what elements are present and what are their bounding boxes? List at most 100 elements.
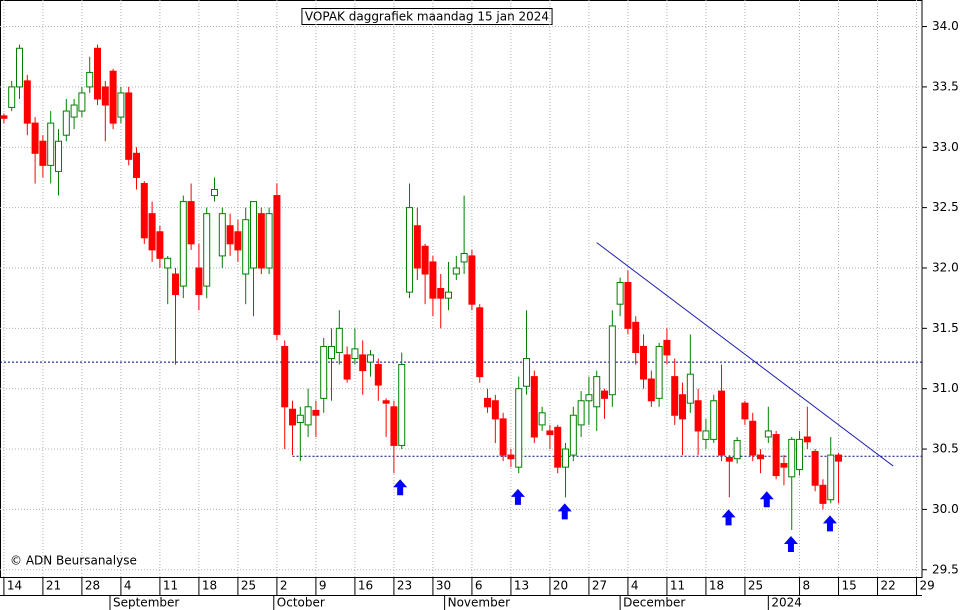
candle-body xyxy=(16,47,24,88)
candle-body xyxy=(320,345,328,399)
candle-body xyxy=(55,140,63,172)
candle-body xyxy=(538,412,546,426)
candle-body xyxy=(234,231,242,251)
candle-body xyxy=(827,454,835,501)
month-label: 2024 xyxy=(771,596,802,610)
y-tick-label: 30.0 xyxy=(932,502,959,516)
candle-body xyxy=(70,104,78,118)
signal-arrow xyxy=(393,479,408,496)
x-tick-label: 28 xyxy=(85,579,100,593)
candle-body xyxy=(0,115,8,119)
signal-arrow xyxy=(721,509,736,526)
candle-body xyxy=(390,406,398,446)
candle-body xyxy=(460,252,468,263)
candle-body xyxy=(640,345,648,380)
x-tick-label: 18 xyxy=(709,579,724,593)
candle-body xyxy=(546,430,554,436)
candle-body xyxy=(733,440,741,460)
candle-body xyxy=(632,321,640,353)
x-tick-label: 4 xyxy=(631,579,639,593)
candle-body xyxy=(367,354,375,363)
candle-body xyxy=(31,122,39,154)
y-tick-label: 33.0 xyxy=(932,140,959,154)
candle-body xyxy=(741,402,749,420)
y-tick-label: 30.5 xyxy=(932,442,959,456)
candle-body xyxy=(242,219,250,275)
candle-body xyxy=(265,213,273,269)
candle-body xyxy=(788,438,796,478)
candle-body xyxy=(304,406,312,426)
month-label: November xyxy=(448,596,510,610)
x-tick-label: 30 xyxy=(436,579,451,593)
candle-body xyxy=(601,390,609,399)
candle-body xyxy=(62,110,70,136)
signal-arrow xyxy=(510,488,525,505)
candle-body xyxy=(406,207,414,293)
y-tick-label: 31.0 xyxy=(932,381,959,395)
candle-body xyxy=(23,80,31,124)
candle-body xyxy=(187,201,195,245)
candle-body xyxy=(39,140,47,166)
candle-body xyxy=(772,434,780,477)
candle-body xyxy=(554,426,562,468)
candle-body xyxy=(437,288,445,299)
candle-body xyxy=(421,245,429,275)
candle-body xyxy=(343,354,351,380)
x-tick-label: 13 xyxy=(514,579,529,593)
x-tick-label: 21 xyxy=(46,579,61,593)
candle-body xyxy=(195,267,203,296)
candle-body xyxy=(398,364,406,446)
candle-body xyxy=(78,92,86,112)
candle-body xyxy=(94,47,102,100)
candle-body xyxy=(257,213,265,269)
candle-body xyxy=(374,364,382,386)
candle-body xyxy=(796,438,804,471)
candle-body xyxy=(679,394,687,420)
x-tick-label: 15 xyxy=(842,579,857,593)
x-tick-label: 25 xyxy=(241,579,256,593)
month-label: October xyxy=(277,596,325,610)
y-tick-label: 29.5 xyxy=(932,562,959,576)
candle-body xyxy=(468,255,476,305)
candle-body xyxy=(273,195,281,335)
x-tick-label: 27 xyxy=(592,579,607,593)
x-tick-label: 14 xyxy=(7,579,22,593)
x-tick-label: 29 xyxy=(920,579,935,593)
x-tick-label: 25 xyxy=(748,579,763,593)
x-tick-label: 18 xyxy=(202,579,217,593)
signal-arrow xyxy=(759,491,774,508)
candle-body xyxy=(515,388,523,468)
x-tick-label: 16 xyxy=(358,579,373,593)
candle-body xyxy=(694,400,702,432)
signal-arrow xyxy=(822,515,837,532)
candle-body xyxy=(413,225,421,269)
candle-body xyxy=(835,454,843,462)
candle-body xyxy=(172,273,180,296)
candle-body xyxy=(203,213,211,287)
candle-body xyxy=(764,430,772,438)
candle-body xyxy=(179,201,187,287)
candle-body xyxy=(125,92,133,160)
candle-body xyxy=(499,418,507,456)
month-label: December xyxy=(623,596,685,610)
y-tick-label: 32.5 xyxy=(932,200,959,214)
y-tick-label: 34.0 xyxy=(932,19,959,33)
candle-body xyxy=(351,348,359,360)
x-tick-label: 6 xyxy=(475,579,483,593)
candle-body xyxy=(577,400,585,426)
candle-body xyxy=(156,231,164,259)
candle-body xyxy=(281,345,289,408)
candle-body xyxy=(710,400,718,440)
candle-body xyxy=(476,307,484,378)
plot-area xyxy=(0,0,923,578)
candle-body xyxy=(250,201,258,269)
y-tick-label: 33.5 xyxy=(932,79,959,93)
candle-body xyxy=(452,267,460,275)
candle-body xyxy=(655,345,663,399)
candle-body xyxy=(585,394,593,402)
candle-body xyxy=(359,354,367,372)
candle-body xyxy=(47,122,55,166)
candle-body xyxy=(757,454,765,460)
candle-body xyxy=(803,436,811,443)
y-tick-label: 32.0 xyxy=(932,260,959,274)
